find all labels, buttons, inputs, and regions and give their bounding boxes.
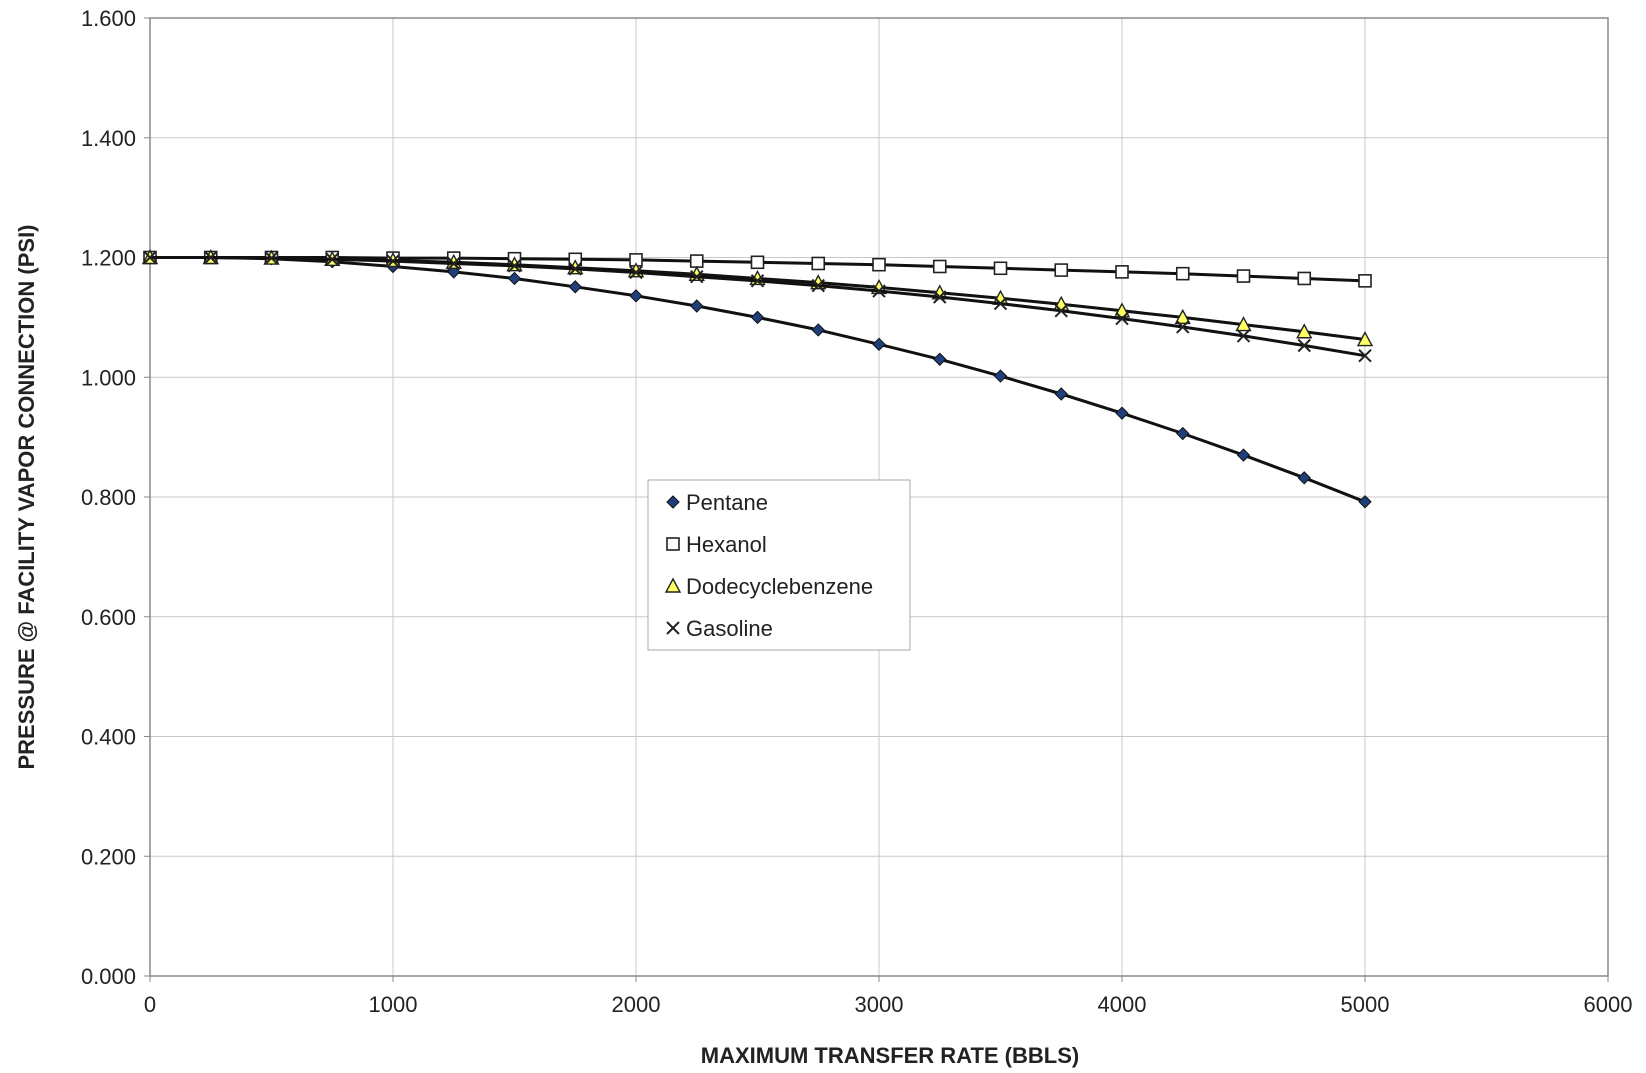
gasoline-point: [750, 274, 765, 288]
y-tick-label: 1.000: [81, 365, 136, 390]
gasoline-point: [204, 250, 218, 265]
hexanol-point: [932, 259, 947, 274]
dodecyclebenzene-point: [1356, 331, 1374, 347]
x-tick-label: 5000: [1341, 992, 1390, 1017]
pentane-point: [1297, 471, 1311, 485]
hexanol-point: [750, 255, 765, 270]
pentane-point: [933, 352, 947, 366]
legend-box: [647, 479, 911, 651]
x-tick-label: 3000: [855, 992, 904, 1017]
gasoline-series: [143, 250, 1372, 363]
gasoline-point: [447, 256, 461, 271]
gasoline-point: [690, 269, 704, 284]
hexanol-point: [1236, 269, 1251, 283]
y-axis-title: PRESSURE @ FACILITY VAPOR CONNECTION (PS…: [14, 224, 39, 769]
pentane-point: [750, 310, 765, 325]
legend-item-dodecyclebenzene: Dodecyclebenzene: [664, 574, 873, 599]
legend-marker-gasoline: [666, 621, 680, 635]
hexanol-point: [1175, 266, 1190, 281]
gasoline-point: [568, 262, 582, 276]
pentane-point: [1358, 495, 1372, 509]
y-tick-label: 0.800: [81, 485, 136, 510]
dodecyclebenzene-point: [1296, 323, 1313, 339]
legend-marker-dodecyclebenzene: [664, 577, 682, 593]
dodecyclebenzene-point: [1113, 302, 1131, 318]
hexanol-point: [993, 261, 1008, 276]
gasoline-point: [1176, 320, 1190, 334]
dodecyclebenzene-point: [1174, 308, 1191, 325]
x-tick-label: 0: [144, 992, 156, 1017]
hexanol-point: [872, 257, 886, 272]
legend-marker-hexanol: [666, 537, 680, 551]
y-tick-label: 0.000: [81, 964, 136, 989]
gasoline-point: [629, 265, 643, 280]
legend-label-dodecyclebenzene: Dodecyclebenzene: [686, 574, 873, 599]
gasoline-point: [811, 278, 825, 293]
pentane-point: [1054, 387, 1068, 401]
pentane-point: [568, 280, 582, 294]
gasoline-point: [872, 284, 886, 298]
gasoline-point: [1054, 304, 1068, 318]
gasoline-point: [1358, 348, 1372, 363]
x-tick-label: 6000: [1584, 992, 1633, 1017]
x-tick-label: 1000: [369, 992, 418, 1017]
pentane-point: [993, 369, 1008, 383]
y-tick-labels: 0.000 0.200 0.400 0.600 0.800 1.000 1.200 1.400…: [81, 6, 150, 989]
x-tick-label: 2000: [612, 992, 661, 1017]
gasoline-point: [325, 252, 339, 267]
pentane-point: [507, 271, 522, 286]
legend-item-pentane: Pentane: [666, 490, 768, 515]
legend-label-hexanol: Hexanol: [686, 532, 767, 557]
y-tick-label: 1.600: [81, 6, 136, 31]
legend-marker-pentane: [666, 495, 680, 509]
hexanol-point: [1115, 265, 1129, 279]
gasoline-point: [1115, 311, 1129, 326]
legend-item-hexanol: Hexanol: [666, 532, 767, 557]
y-tick-label: 0.200: [81, 844, 136, 869]
hexanol-point: [689, 254, 704, 268]
data-series: [141, 249, 1374, 509]
gasoline-point: [386, 254, 400, 268]
y-tick-label: 1.400: [81, 126, 136, 151]
pentane-point: [1176, 426, 1190, 441]
gasoline-point: [143, 250, 157, 265]
pentane-point: [811, 323, 825, 337]
gasoline-point: [507, 259, 522, 273]
legend-label-pentane: Pentane: [686, 490, 768, 515]
pentane-point: [1115, 406, 1129, 420]
gasoline-point: [993, 296, 1008, 311]
legend-entries: Pentane Hexanol Dodecyclebenzene Gasoline: [664, 490, 873, 641]
gasoline-point: [264, 251, 279, 265]
y-tick-label: 1.200: [81, 246, 136, 271]
gasoline-point: [1236, 329, 1251, 343]
y-tick-label: 0.600: [81, 605, 136, 630]
legend-item-gasoline: Gasoline: [666, 616, 773, 641]
pentane-point: [629, 289, 643, 303]
gasoline-point: [933, 290, 947, 304]
hexanol-point: [1358, 274, 1372, 288]
pentane-point: [690, 299, 704, 313]
pentane-point: [1236, 448, 1251, 462]
y-tick-label: 0.400: [81, 725, 136, 750]
hexanol-point: [811, 256, 826, 271]
x-axis-title: MAXIMUM TRANSFER RATE (BBLS): [701, 1043, 1079, 1068]
dodecyclebenzene-point: [1235, 316, 1252, 332]
pentane-point: [872, 337, 886, 352]
x-tick-labels: 0 1000 2000 3000 4000 5000 6000: [144, 976, 1633, 1017]
hexanol-point: [1054, 263, 1069, 277]
legend-label-gasoline: Gasoline: [686, 616, 773, 641]
legend: Pentane Hexanol Dodecyclebenzene Gasoline: [647, 479, 911, 651]
x-tick-label: 4000: [1098, 992, 1147, 1017]
hexanol-point: [1297, 271, 1312, 286]
gasoline-point: [1297, 338, 1311, 353]
